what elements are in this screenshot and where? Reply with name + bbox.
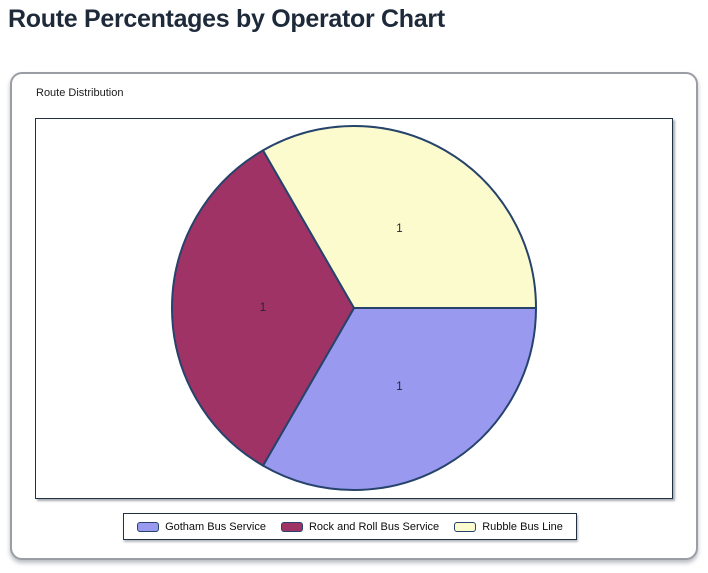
pie-data-label-1: 1: [260, 302, 266, 314]
page-title: Route Percentages by Operator Chart: [8, 5, 445, 33]
chart-title: Route Distribution: [36, 87, 124, 99]
chart-legend: Gotham Bus Service Rock and Roll Bus Ser…: [123, 513, 577, 540]
route-distribution-panel: Route Distribution 1 1 1 Gotham Bus Servic…: [10, 72, 698, 560]
legend-item-gotham[interactable]: Gotham Bus Service: [137, 521, 266, 533]
legend-label: Rubble Bus Line: [482, 520, 563, 533]
pie-slice-0[interactable]: [262, 307, 537, 491]
pie-data-label-0: 1: [396, 381, 402, 393]
chart-plot-area: 1 1 1: [35, 118, 673, 499]
legend-swatch-gotham: [137, 521, 160, 532]
legend-label: Rock and Roll Bus Service: [308, 520, 440, 533]
legend-item-rubble[interactable]: Rubble Bus Line: [454, 521, 563, 533]
pie-svg: 1 1 1: [170, 125, 537, 491]
legend-swatch-rubble: [454, 521, 477, 532]
legend-item-rock-and-roll[interactable]: Rock and Roll Bus Service: [280, 520, 440, 533]
pie-data-label-2: 1: [396, 223, 402, 235]
pie-slice-2[interactable]: [262, 125, 537, 309]
legend-label: Gotham Bus Service: [165, 520, 266, 533]
legend-swatch-rock-and-roll: [280, 521, 303, 532]
